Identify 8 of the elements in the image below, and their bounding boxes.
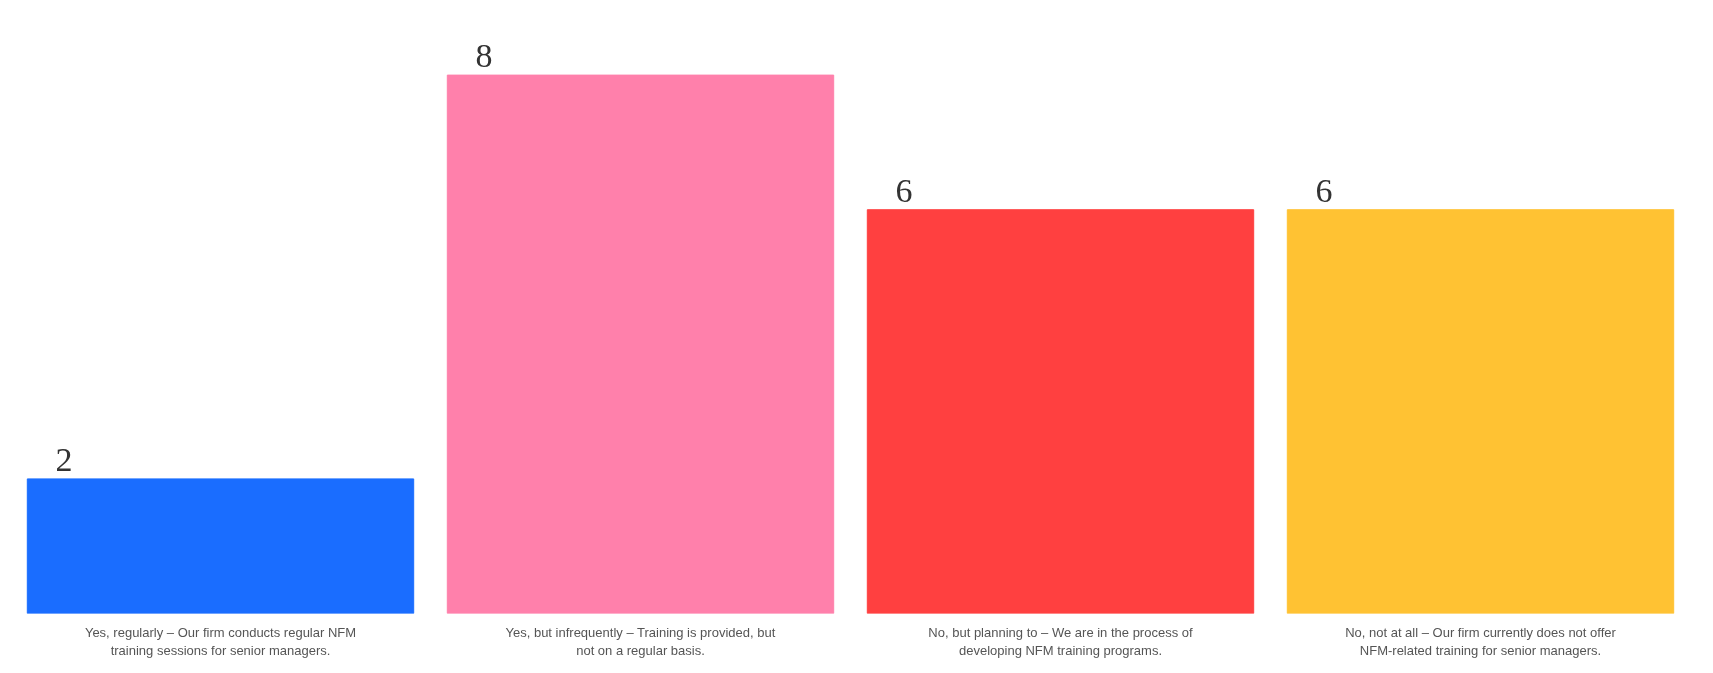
data-label: 6 [895, 171, 913, 209]
x-tick-label: No, but planning to – We are in the process of developing NFM training programs. [928, 624, 1194, 658]
data-label: 2 [55, 440, 73, 478]
x-tick-label: Yes, regularly – Our firm conducts regular NFM training sessions for senior managers. [84, 624, 357, 658]
x-tick-label: No, not at all – Our firm currently does not offer NFM-related training for senior managers. [1345, 624, 1617, 658]
x-tick-label: Yes, but infrequently – Training is provided, but not on a regular basis. [505, 624, 776, 658]
data-label: 6 [1315, 171, 1333, 209]
data-label: 8 [475, 37, 493, 75]
